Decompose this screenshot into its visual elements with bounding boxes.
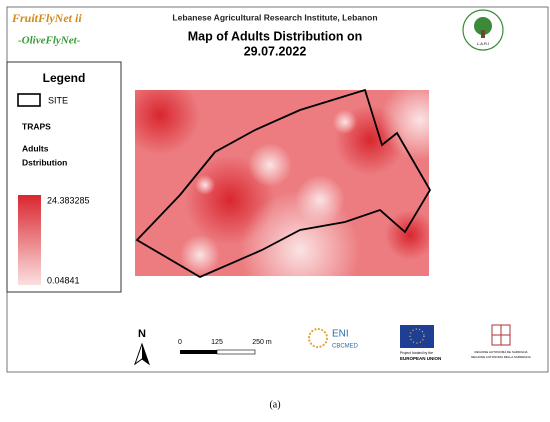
logo-label: L.A.R.I bbox=[477, 41, 489, 46]
cold-spot bbox=[180, 235, 220, 275]
color-ramp bbox=[18, 195, 41, 285]
scale-bar bbox=[216, 349, 256, 355]
legend-site: SITE bbox=[48, 95, 68, 105]
north-label: N bbox=[138, 328, 146, 340]
sardinia-text: REGIONE AUTONOMA DELLA SARDEGNA bbox=[471, 355, 530, 359]
logo-trunk bbox=[481, 30, 485, 38]
ramp-min: 0.04841 bbox=[47, 275, 80, 285]
legend-dist: Adults bbox=[22, 143, 49, 153]
legend-dist: Dstribution bbox=[22, 157, 67, 167]
brand: FruitFlyNet ii bbox=[11, 11, 82, 25]
cold-spot bbox=[248, 143, 292, 187]
cbcmed-text: CBCMED bbox=[332, 344, 359, 350]
heat-spot bbox=[135, 90, 200, 155]
legend-traps: TRAPS bbox=[22, 121, 51, 131]
sardinia-text: REGIONE AUTONOMA DE SARDIGNA bbox=[474, 350, 527, 354]
legend-title: Legend bbox=[43, 71, 86, 85]
scale-label: 250 m bbox=[252, 339, 272, 346]
cold-spot bbox=[333, 110, 357, 134]
scale-label: 0 bbox=[178, 339, 182, 346]
site-symbol bbox=[17, 93, 41, 107]
cold-spot bbox=[195, 175, 215, 195]
title: 29.07.2022 bbox=[244, 44, 307, 58]
heatmap bbox=[135, 90, 429, 276]
eu-flag bbox=[400, 325, 434, 348]
eu-stars bbox=[409, 328, 425, 344]
cold-spot bbox=[295, 175, 345, 225]
logo-tree bbox=[474, 17, 492, 35]
site-boundary bbox=[135, 88, 432, 279]
cold-spot bbox=[380, 90, 429, 160]
eu-text: EUROPEAN UNION bbox=[400, 356, 441, 361]
institute: Lebanese Agricultural Research Institute… bbox=[172, 12, 377, 22]
caption: (a) bbox=[269, 399, 280, 410]
eni-text: ENI bbox=[332, 329, 349, 340]
heat-spot bbox=[385, 210, 429, 260]
north-arrow-fill bbox=[142, 344, 149, 364]
title: Map of Adults Distribution on bbox=[188, 29, 363, 43]
scale-bar bbox=[180, 350, 217, 354]
eni-logo bbox=[308, 328, 328, 348]
scale-label: 125 bbox=[211, 339, 223, 346]
subbrand: -OliveFlyNet- bbox=[18, 35, 81, 47]
eu-note: Project funded by the bbox=[400, 351, 433, 355]
ramp-max: 24.383285 bbox=[47, 195, 90, 205]
